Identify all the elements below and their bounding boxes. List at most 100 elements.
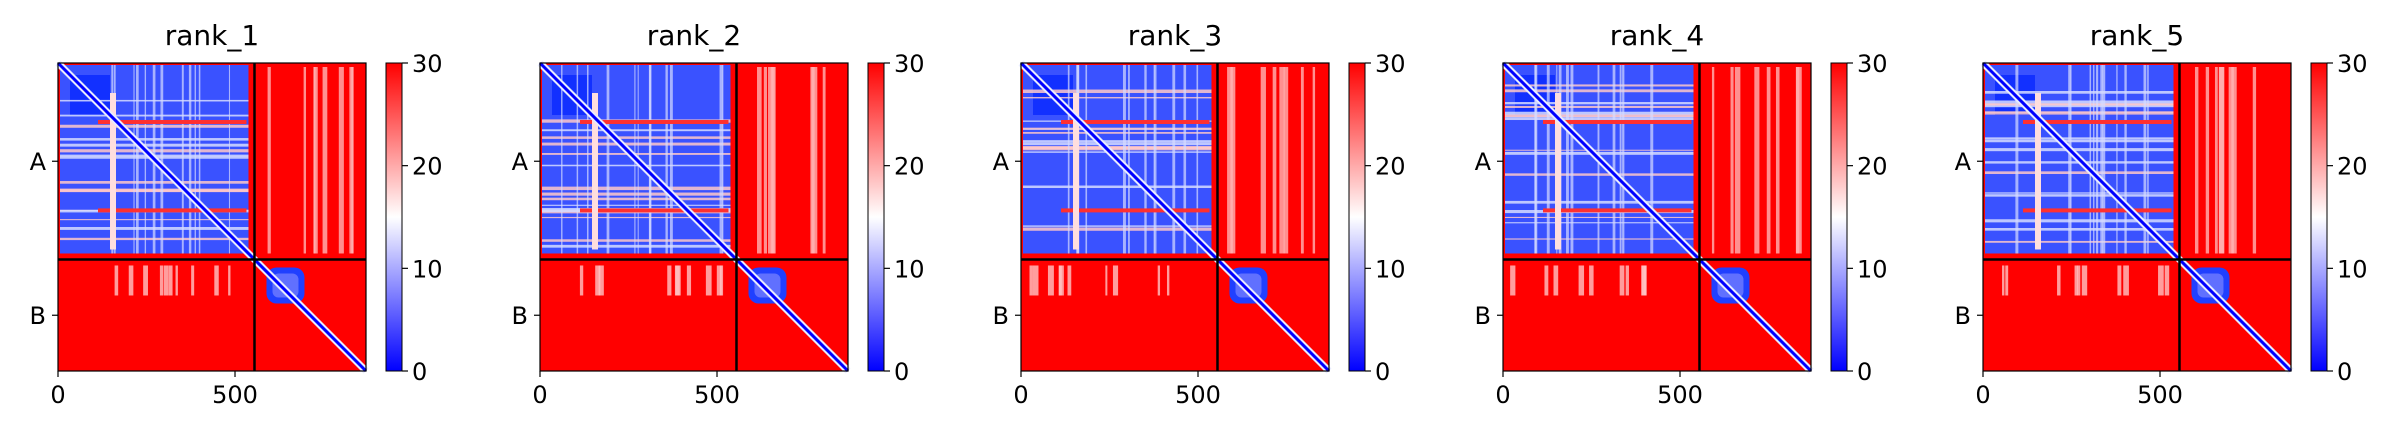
x-tick-label: 500 xyxy=(212,381,258,409)
y-tick-label-A: A xyxy=(512,148,529,176)
offdiag-stripe xyxy=(2005,265,2009,296)
offdiag-stripe xyxy=(811,67,818,254)
colorbar-tick-label: 20 xyxy=(1375,153,1406,181)
stripe-v xyxy=(194,65,196,254)
stripe-h xyxy=(1023,227,1212,231)
stripe-h xyxy=(1985,171,2174,175)
colorbar-tick-label: 10 xyxy=(894,255,925,283)
offdiag-stripe xyxy=(1166,265,1170,296)
offdiag-stripe xyxy=(175,265,178,296)
stripe-v xyxy=(160,65,164,254)
offdiag-stripe xyxy=(2231,67,2237,254)
stripe-v xyxy=(1153,65,1155,254)
offdiag-stripe xyxy=(2117,265,2122,296)
band-red-1 xyxy=(1543,208,1692,213)
stripe-v xyxy=(228,65,231,254)
offdiag-stripe xyxy=(2228,67,2234,254)
stripe-h xyxy=(1023,132,1212,134)
stripe-v xyxy=(2102,65,2106,254)
offdiag-stripe xyxy=(351,67,354,254)
stripe-h xyxy=(1985,139,2174,143)
stripe-h xyxy=(542,129,731,132)
stripe-h xyxy=(1985,100,2174,104)
offdiag-stripe xyxy=(1047,265,1054,296)
x-tick-label: 500 xyxy=(1657,381,1703,409)
diagonal xyxy=(1019,61,1331,373)
stripe-h xyxy=(1985,194,2174,197)
colorbar-tick-label: 0 xyxy=(412,358,427,386)
stripe-v xyxy=(1619,65,1622,254)
band-light-v xyxy=(1555,93,1561,250)
offdiag-stripe xyxy=(267,67,271,254)
y-tick-label-B: B xyxy=(993,302,1009,330)
offdiag-stripe xyxy=(2194,67,2199,254)
axes-frame xyxy=(1502,62,1812,372)
panel-title: rank_5 xyxy=(2090,19,2184,52)
stripe-h xyxy=(542,244,731,248)
stripe-v xyxy=(1183,65,1187,254)
offdiag-stripe xyxy=(1029,265,1033,296)
panel-title: rank_3 xyxy=(1128,19,1222,52)
offdiag-stripe xyxy=(757,67,762,254)
offdiag-stripe xyxy=(1230,67,1236,254)
colorbar xyxy=(1348,62,1366,372)
stripe-h xyxy=(1985,103,2174,108)
offdiag-stripe xyxy=(1578,265,1585,296)
offdiag-stripe xyxy=(168,265,173,296)
offdiag-stripe xyxy=(1510,265,1516,296)
band-red-1 xyxy=(98,208,247,213)
offdiag-stripe xyxy=(214,265,219,296)
colorbar xyxy=(867,62,885,372)
stripe-h xyxy=(1023,142,1212,146)
stripe-v xyxy=(1172,65,1176,254)
x-tick-label: 500 xyxy=(2137,381,2183,409)
offdiag-stripe xyxy=(2252,67,2257,254)
stripe-v xyxy=(1570,65,1574,254)
stripe-v xyxy=(198,65,201,254)
band-red-0 xyxy=(98,119,247,124)
stripe-h xyxy=(1985,192,2174,194)
stripe-v xyxy=(576,65,579,254)
colorbar-tick-label: 0 xyxy=(2337,358,2352,386)
stripe-v xyxy=(1144,65,1147,254)
panel-title: rank_4 xyxy=(1610,19,1704,52)
colorbar xyxy=(2310,62,2328,372)
stripe-h xyxy=(1023,89,1212,94)
offdiag-stripe xyxy=(2002,265,2005,296)
y-tick-label-B: B xyxy=(1475,302,1491,330)
offdiag-stripe xyxy=(2164,265,2170,296)
offdiag-stripe xyxy=(1754,67,1760,254)
stripe-h xyxy=(542,239,731,242)
stripe-v xyxy=(1128,65,1130,254)
stripe-h xyxy=(542,197,731,201)
stripe-h xyxy=(1985,137,2174,140)
stripe-v xyxy=(669,65,673,254)
offdiag-stripe xyxy=(303,67,307,254)
offdiag-stripe xyxy=(2158,265,2164,296)
stripe-v xyxy=(1067,65,1070,254)
offdiag-stripe xyxy=(228,265,231,296)
colorbar-tick-label: 20 xyxy=(1857,153,1888,181)
band-red-0 xyxy=(580,119,729,124)
stripe-h xyxy=(1023,140,1212,143)
offdiag-stripe xyxy=(667,265,672,296)
stripe-v xyxy=(181,65,184,254)
offdiag-stripe xyxy=(114,265,119,296)
colorbar-tick-label: 10 xyxy=(2337,255,2368,283)
y-tick-label-A: A xyxy=(1955,148,1972,176)
stripe-v xyxy=(1566,65,1569,254)
colorbar-tick-label: 30 xyxy=(412,50,443,78)
panel-title: rank_1 xyxy=(165,19,259,52)
colorbar-tick-label: 0 xyxy=(1857,358,1872,386)
diagonal xyxy=(538,61,850,373)
offdiag-stripe xyxy=(1157,265,1161,296)
offdiag-stripe xyxy=(1711,67,1715,254)
stripe-h xyxy=(1985,111,2174,115)
offdiag-stripe xyxy=(143,265,148,296)
colorbar-tick-label: 30 xyxy=(2337,50,2368,78)
stripe-v xyxy=(561,65,563,254)
offdiag-stripe xyxy=(1312,67,1316,254)
heatmap-panel-5: rank_5 A B 0 500 0 10 20 30 xyxy=(1955,19,2368,409)
offdiag-stripe xyxy=(1227,67,1233,254)
